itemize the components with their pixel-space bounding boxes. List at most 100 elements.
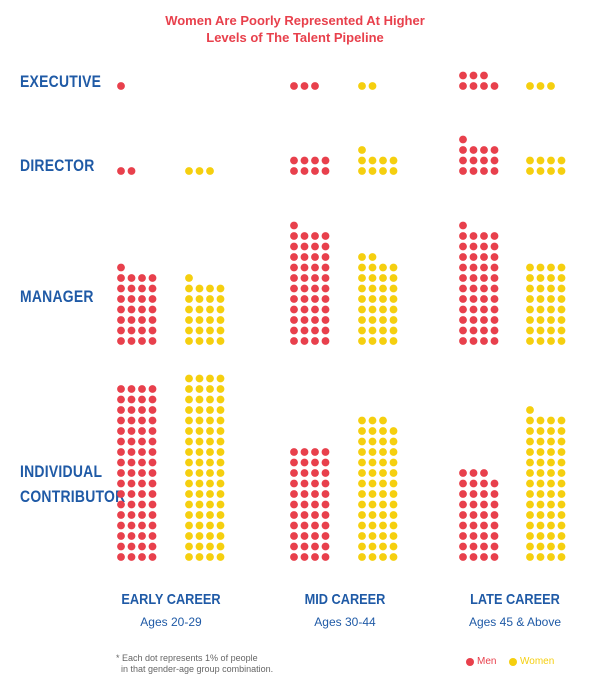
dot-men-individual-contributor-stage-0 xyxy=(127,406,136,414)
dot-men-individual-contributor-stage-1 xyxy=(290,532,298,540)
dot-women-individual-contributor-stage-0 xyxy=(195,490,204,498)
dot-men-individual-contributor-stage-1 xyxy=(321,479,330,488)
dot-women-individual-contributor-stage-2 xyxy=(547,542,555,551)
dot-women-individual-contributor-stage-0 xyxy=(216,448,225,456)
dot-men-individual-contributor-stage-2 xyxy=(469,553,478,561)
dot-men-individual-contributor-stage-0 xyxy=(148,448,157,456)
dot-men-manager-stage-2 xyxy=(480,326,488,335)
dot-men-individual-contributor-stage-1 xyxy=(290,511,298,519)
dot-men-manager-stage-2 xyxy=(490,263,499,272)
dot-women-individual-contributor-stage-1 xyxy=(389,437,398,446)
dot-men-individual-contributor-stage-0 xyxy=(117,406,125,414)
dot-women-individual-contributor-stage-0 xyxy=(185,479,193,488)
dot-women-manager-stage-0 xyxy=(195,305,204,314)
dot-women-individual-contributor-stage-2 xyxy=(526,469,534,477)
dot-women-individual-contributor-stage-1 xyxy=(358,542,366,551)
dot-women-director-stage-1 xyxy=(358,156,366,165)
dot-men-manager-stage-0 xyxy=(117,326,125,335)
dot-men-individual-contributor-stage-0 xyxy=(148,406,157,414)
dot-men-executive-stage-1 xyxy=(311,82,319,90)
dot-men-individual-contributor-stage-2 xyxy=(469,542,478,551)
dot-men-manager-stage-0 xyxy=(127,316,136,324)
dot-women-individual-contributor-stage-0 xyxy=(185,521,193,530)
dot-men-individual-contributor-stage-2 xyxy=(490,532,499,540)
dot-women-director-stage-1 xyxy=(358,146,366,154)
dot-women-manager-stage-1 xyxy=(358,326,366,335)
dot-men-individual-contributor-stage-1 xyxy=(311,500,319,509)
dot-men-director-stage-0 xyxy=(117,167,125,175)
dot-men-individual-contributor-stage-2 xyxy=(469,469,478,477)
dot-men-manager-stage-1 xyxy=(321,242,330,251)
dot-men-manager-stage-0 xyxy=(148,337,157,345)
dot-men-individual-contributor-stage-2 xyxy=(459,490,467,498)
dot-women-individual-contributor-stage-1 xyxy=(358,458,366,467)
dot-men-manager-stage-2 xyxy=(469,284,478,293)
dot-women-individual-contributor-stage-1 xyxy=(379,553,387,561)
dot-men-individual-contributor-stage-0 xyxy=(138,427,146,435)
dot-women-individual-contributor-stage-2 xyxy=(547,437,555,446)
dot-women-manager-stage-0 xyxy=(195,337,204,345)
legend-men-label: Men xyxy=(477,656,497,667)
dot-men-individual-contributor-stage-1 xyxy=(290,542,298,551)
dot-women-individual-contributor-stage-0 xyxy=(195,437,204,446)
dot-men-manager-stage-2 xyxy=(480,242,488,251)
dot-women-manager-stage-0 xyxy=(216,305,225,314)
dot-women-manager-stage-1 xyxy=(379,263,387,272)
dot-men-individual-contributor-stage-0 xyxy=(127,395,136,404)
dot-women-individual-contributor-stage-1 xyxy=(389,542,398,551)
dot-women-individual-contributor-stage-1 xyxy=(368,416,377,425)
dot-men-individual-contributor-stage-0 xyxy=(148,542,157,551)
dot-men-individual-contributor-stage-0 xyxy=(117,448,125,456)
dot-men-individual-contributor-stage-2 xyxy=(480,521,488,530)
dot-men-executive-stage-0 xyxy=(117,82,125,90)
dot-men-manager-stage-1 xyxy=(300,242,309,251)
dot-men-individual-contributor-stage-1 xyxy=(290,500,298,509)
dot-men-individual-contributor-stage-0 xyxy=(127,532,136,540)
dot-men-manager-stage-1 xyxy=(321,305,330,314)
dot-men-manager-stage-1 xyxy=(290,316,298,324)
dot-men-manager-stage-0 xyxy=(148,326,157,335)
dot-men-director-stage-2 xyxy=(480,156,488,165)
dot-men-manager-stage-1 xyxy=(311,305,319,314)
dot-women-individual-contributor-stage-0 xyxy=(206,448,214,456)
dot-men-individual-contributor-stage-0 xyxy=(138,521,146,530)
dot-men-individual-contributor-stage-0 xyxy=(138,416,146,425)
dot-women-individual-contributor-stage-0 xyxy=(206,542,214,551)
dot-men-director-stage-2 xyxy=(490,167,499,175)
dot-men-manager-stage-2 xyxy=(490,274,499,282)
dot-women-individual-contributor-stage-1 xyxy=(358,427,366,435)
dot-women-director-stage-1 xyxy=(389,167,398,175)
dot-women-individual-contributor-stage-2 xyxy=(557,479,566,488)
footnote-line-2: in that gender-age group combination. xyxy=(116,664,274,674)
dot-women-director-stage-2 xyxy=(536,167,545,175)
dot-men-individual-contributor-stage-2 xyxy=(459,500,467,509)
dot-men-manager-stage-1 xyxy=(311,242,319,251)
dot-women-director-stage-2 xyxy=(526,167,534,175)
dot-women-individual-contributor-stage-1 xyxy=(368,553,377,561)
dot-women-manager-stage-1 xyxy=(368,295,377,303)
dot-women-individual-contributor-stage-2 xyxy=(547,448,555,456)
dot-men-individual-contributor-stage-2 xyxy=(469,521,478,530)
dot-women-individual-contributor-stage-1 xyxy=(358,500,366,509)
dot-men-individual-contributor-stage-1 xyxy=(300,458,309,467)
dot-women-director-stage-2 xyxy=(557,156,566,165)
dot-women-individual-contributor-stage-2 xyxy=(536,542,545,551)
dot-women-individual-contributor-stage-0 xyxy=(206,469,214,477)
dot-women-individual-contributor-stage-0 xyxy=(195,532,204,540)
dot-men-individual-contributor-stage-1 xyxy=(300,532,309,540)
dot-men-individual-contributor-stage-2 xyxy=(480,532,488,540)
dot-men-individual-contributor-stage-0 xyxy=(117,427,125,435)
dot-men-individual-contributor-stage-2 xyxy=(490,511,499,519)
dot-men-manager-stage-2 xyxy=(459,253,467,261)
dot-women-individual-contributor-stage-0 xyxy=(206,437,214,446)
dot-women-manager-stage-1 xyxy=(389,295,398,303)
dot-women-director-stage-1 xyxy=(368,167,377,175)
dot-women-individual-contributor-stage-0 xyxy=(185,427,193,435)
dot-men-director-stage-2 xyxy=(459,135,467,144)
dot-men-executive-stage-1 xyxy=(300,82,309,90)
dot-women-manager-stage-1 xyxy=(358,263,366,272)
dot-women-individual-contributor-stage-1 xyxy=(379,448,387,456)
dot-women-individual-contributor-stage-2 xyxy=(526,553,534,561)
dot-men-manager-stage-1 xyxy=(321,316,330,324)
chart-title-line-1: Women Are Poorly Represented At Higher xyxy=(165,13,425,28)
